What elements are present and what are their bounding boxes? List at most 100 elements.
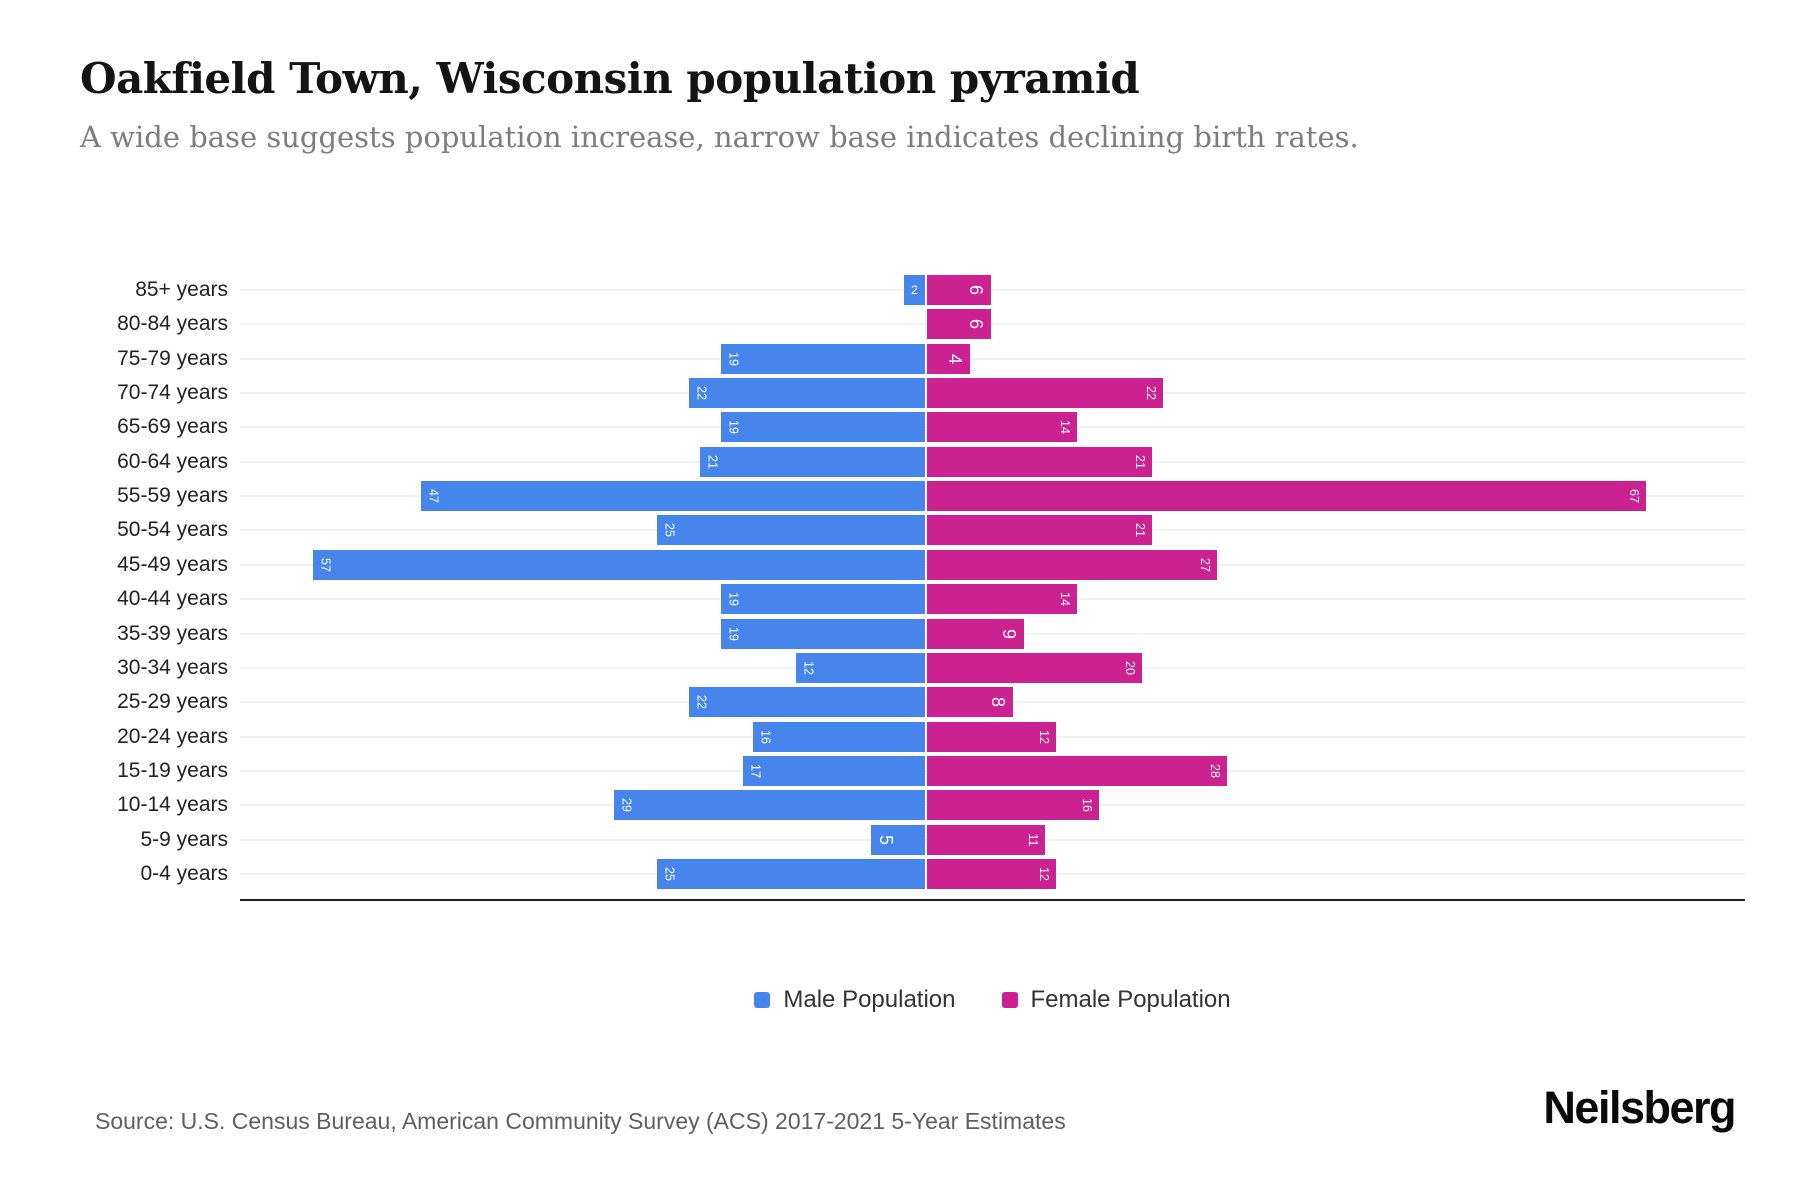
male-value-label: 22 [694,386,709,400]
male-bar[interactable]: 47 [421,481,925,512]
female-value-label: 14 [1058,592,1072,607]
female-value-label: 16 [1080,798,1094,813]
male-bar[interactable]: 12 [796,652,925,683]
female-bar[interactable]: 12 [927,721,1056,752]
age-group-label: 60-64 years [117,449,228,473]
male-bar[interactable]: 29 [614,790,925,821]
male-value-label: 29 [619,798,634,813]
male-legend-marker-icon [754,992,771,1008]
age-group-label: 75-79 years [117,346,228,370]
female-value-label: 11 [1026,833,1040,847]
female-bar[interactable]: 6 [927,275,991,305]
female-bar[interactable]: 20 [927,652,1142,683]
male-bar[interactable]: 21 [700,446,925,477]
male-bar[interactable]: 19 [721,618,925,649]
female-bar[interactable]: 9 [927,618,1024,649]
female-bar[interactable]: 8 [927,687,1013,718]
male-bar[interactable]: 57 [313,549,925,580]
male-value-label: 19 [726,351,741,366]
female-bar[interactable]: 12 [927,858,1056,889]
male-value-label: 22 [694,695,709,710]
female-bar[interactable]: 11 [927,824,1045,855]
female-value-label: 21 [1133,454,1147,469]
female-bar[interactable]: 4 [927,343,970,374]
female-value-label: 20 [1123,660,1137,675]
female-bar[interactable]: 16 [927,790,1099,821]
age-group-label: 10-14 years [117,793,228,817]
male-bar[interactable]: 22 [689,378,925,409]
age-group-label: 30-34 years [117,655,228,679]
chart-title: Oakfield Town, Wisconsin population pyra… [80,54,1140,103]
male-value-label: 19 [726,626,741,641]
female-value-label: 8 [988,697,1008,708]
female-bar[interactable]: 21 [927,446,1152,477]
age-group-label: 5-9 years [140,827,228,851]
female-bar[interactable]: 14 [927,584,1077,615]
male-bar[interactable]: 19 [721,584,925,615]
male-bar[interactable]: 25 [657,515,925,546]
age-group-label: 85+ years [135,278,228,301]
gridline [240,323,1745,326]
male-value-label: 57 [318,557,333,572]
female-bar[interactable]: 28 [927,755,1227,786]
male-value-label: 25 [662,523,677,538]
male-value-label: 19 [726,592,741,607]
female-value-label: 12 [1037,866,1051,881]
male-value-label: 19 [726,420,741,435]
female-value-label: 67 [1627,489,1641,504]
male-value-label: 47 [426,489,441,504]
female-value-label: 14 [1058,420,1072,435]
male-bar[interactable]: 17 [743,755,925,786]
age-group-label: 25-29 years [117,690,228,714]
age-group-label: 45-49 years [117,552,228,576]
age-group-label: 65-69 years [117,415,228,439]
x-axis-line [240,899,1745,901]
female-legend-label: Female Population [1030,986,1231,1013]
male-bar[interactable]: 19 [721,343,925,374]
female-value-label: 6 [966,284,986,296]
female-bar[interactable]: 67 [927,481,1646,512]
age-group-label: 35-39 years [117,621,228,645]
female-value-label: 21 [1133,523,1147,538]
male-bar[interactable]: 16 [753,721,925,752]
female-value-label: 27 [1198,557,1212,572]
female-value-label: 6 [966,319,986,330]
male-value-label: 2 [911,283,918,297]
source-text: Source: U.S. Census Bureau, American Com… [95,1108,1066,1134]
legend-item-female[interactable]: Female Population [1001,986,1231,1014]
male-value-label: 12 [801,660,816,675]
age-group-label: 50-54 years [117,518,228,542]
brand-logo: Neilsberg [1543,1082,1736,1133]
legend: Male Population Female Population [240,986,1745,1014]
male-legend-label: Male Population [783,986,956,1013]
male-value-label: 16 [758,729,773,744]
age-group-label: 15-19 years [117,758,228,782]
gridline [240,289,1745,291]
legend-item-male[interactable]: Male Population [754,986,956,1014]
female-value-label: 9 [999,628,1019,639]
male-bar[interactable]: 19 [721,412,925,443]
female-bar[interactable]: 14 [927,412,1077,443]
male-bar[interactable]: 2 [904,275,925,305]
male-bar[interactable]: 22 [689,687,925,718]
male-bar[interactable]: 5 [871,824,925,855]
female-bar[interactable]: 21 [927,515,1152,546]
gridline [240,357,1745,360]
female-value-label: 22 [1144,386,1158,400]
age-group-label: 0-4 years [140,861,228,885]
female-legend-marker-icon [1001,992,1018,1008]
age-group-label: 55-59 years [117,484,228,508]
female-value-label: 4 [945,353,965,364]
male-value-label: 5 [876,834,896,845]
female-bar[interactable]: 6 [927,309,991,340]
chart-subtitle: A wide base suggests population increase… [80,120,1359,154]
male-bar[interactable]: 25 [657,858,925,889]
male-value-label: 21 [705,454,720,469]
female-value-label: 12 [1037,729,1051,744]
female-bar[interactable]: 27 [927,549,1217,580]
female-bar[interactable]: 22 [927,378,1163,409]
age-group-label: 20-24 years [117,724,228,748]
age-group-label: 80-84 years [117,312,228,336]
